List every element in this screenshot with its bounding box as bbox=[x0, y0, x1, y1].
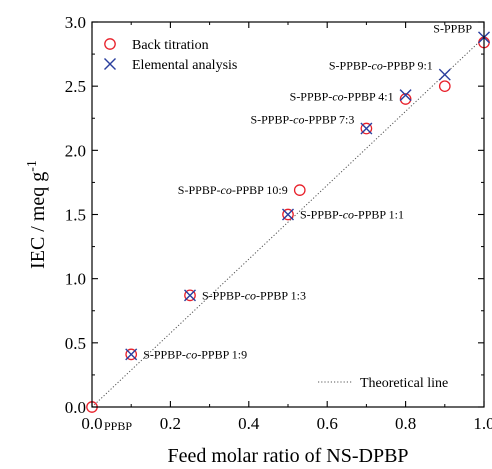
cross-marker bbox=[125, 348, 138, 361]
circle-marker bbox=[360, 122, 373, 135]
point-label: S-PPBP-co-PPBP 1:3 bbox=[202, 288, 306, 302]
circle-marker bbox=[104, 38, 116, 50]
circle-marker bbox=[125, 348, 138, 361]
circle-marker bbox=[438, 80, 451, 93]
theoretical-line-layer bbox=[91, 37, 485, 408]
point-label: S-PPBP-co-PPBP 9:1 bbox=[329, 59, 433, 73]
axes-layer: 0.0 0.2 0.4 0.6 0.8 1.0 0.0 0.5 1.0 1.5 2.0 2.5 3.0 bbox=[65, 13, 492, 433]
legend-label: Elemental analysis bbox=[132, 58, 237, 73]
y-tick-label: 0.0 bbox=[65, 398, 86, 417]
annotations-layer: PPBP S-PPBP-co-PPBP 1:9 S-PPBP-co-PPBP 1:3… bbox=[104, 21, 472, 433]
point-label: S-PPBP-co-PPBP 7:3 bbox=[250, 113, 354, 127]
cross-marker bbox=[104, 58, 116, 70]
y-tick-label: 1.5 bbox=[65, 206, 86, 225]
cross-stroke bbox=[282, 208, 294, 221]
legend-theoretical: Theoretical line bbox=[318, 376, 448, 391]
cross-stroke bbox=[125, 348, 138, 361]
x-tick-label: 0.6 bbox=[317, 414, 338, 433]
point-label: S-PPBP-co-PPBP 10:9 bbox=[178, 183, 288, 197]
y-tick-label: 2.5 bbox=[65, 77, 86, 96]
x-tick-label: 0.4 bbox=[238, 414, 260, 433]
point-label: S-PPBP-co-PPBP 1:9 bbox=[143, 347, 247, 361]
y-tick-label: 1.0 bbox=[65, 270, 86, 289]
cross-stroke bbox=[438, 68, 451, 81]
cross-stroke bbox=[399, 89, 412, 102]
x-tick-label: 1.0 bbox=[473, 414, 492, 433]
point-label: S-PPBP-co-PPBP 1:1 bbox=[300, 208, 404, 222]
cross-marker bbox=[360, 122, 373, 135]
y-axis-title: IEC / meq g-1 bbox=[25, 160, 49, 269]
legend-label: Back titration bbox=[132, 38, 209, 53]
circle-marker bbox=[184, 289, 196, 302]
y-tick-label: 2.0 bbox=[65, 141, 86, 160]
y-tick-label: 3.0 bbox=[65, 13, 86, 32]
cross-stroke bbox=[184, 289, 196, 302]
x-tick-label: 0.2 bbox=[160, 414, 181, 433]
point-label: S-PPBP bbox=[433, 21, 472, 35]
x-tick-label: 0.0 bbox=[81, 414, 102, 433]
circle-marker bbox=[293, 184, 306, 196]
theoretical-line bbox=[91, 37, 485, 408]
y-tick-label: 0.5 bbox=[65, 334, 86, 353]
cross-stroke bbox=[360, 122, 373, 135]
circle-marker bbox=[282, 208, 294, 221]
legend-label: Theoretical line bbox=[360, 376, 448, 391]
cross-marker bbox=[282, 208, 294, 221]
cross-marker bbox=[399, 89, 412, 102]
x-axis-title: Feed molar ratio of NS-DPBP bbox=[167, 445, 408, 467]
circle-marker bbox=[399, 93, 412, 105]
x-tick-label: 0.8 bbox=[395, 414, 416, 433]
legend: Back titration Elemental analysis bbox=[104, 38, 237, 73]
cross-stroke bbox=[104, 58, 116, 70]
cross-marker bbox=[184, 289, 196, 302]
cross-marker bbox=[438, 68, 451, 81]
point-label: S-PPBP-co-PPBP 4:1 bbox=[290, 89, 394, 103]
point-label: PPBP bbox=[104, 419, 132, 433]
